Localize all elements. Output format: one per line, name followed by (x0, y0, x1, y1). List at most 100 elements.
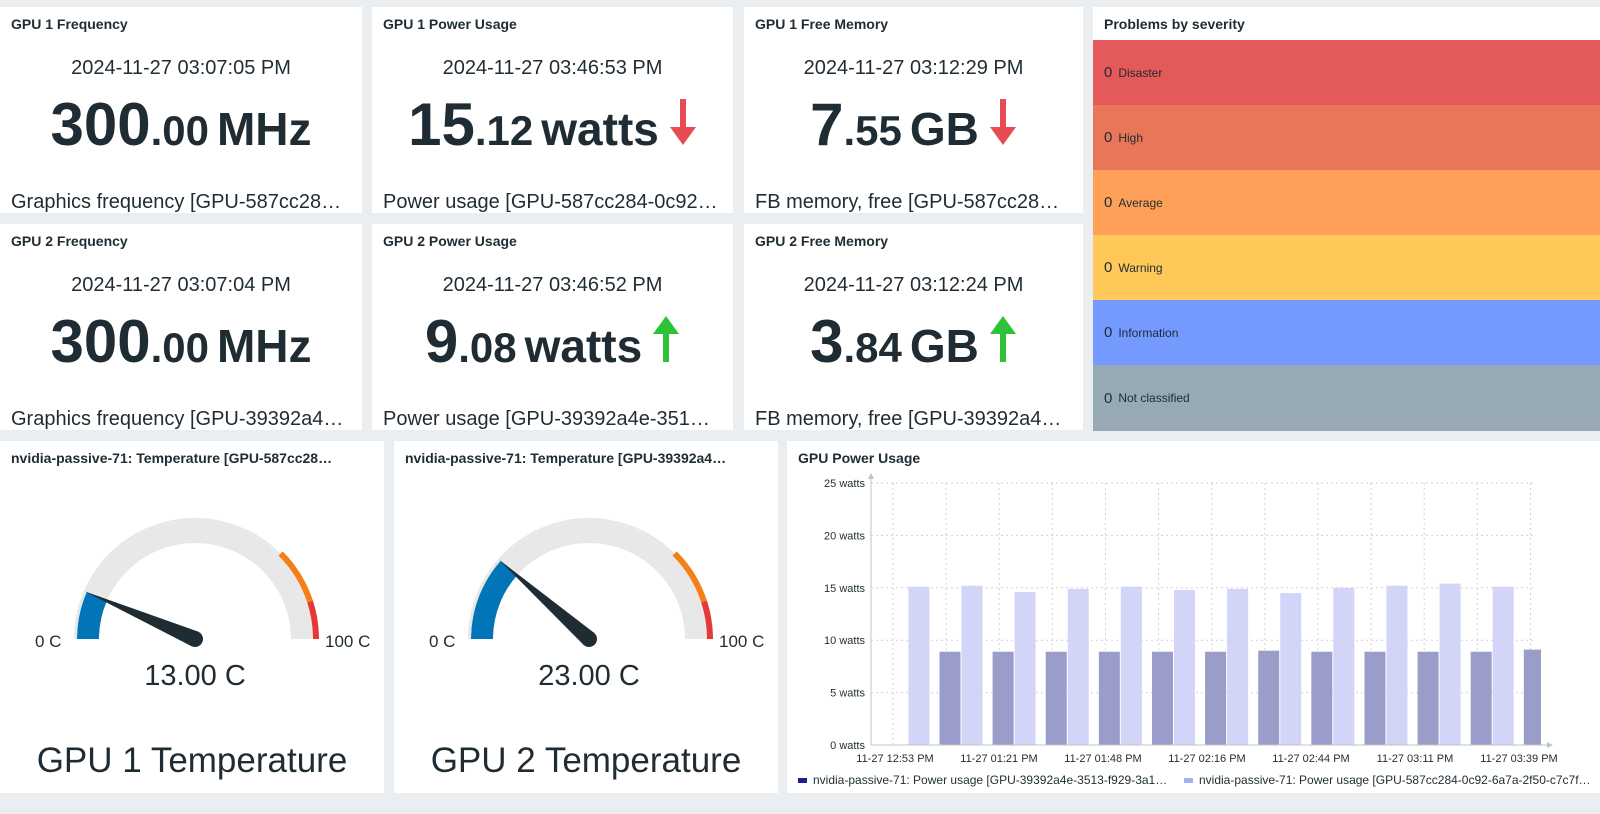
value-decimal: .00 (150, 107, 209, 154)
value-unit: MHz (216, 320, 312, 372)
gauge-critical-threshold (307, 600, 319, 640)
item-description: Graphics frequency [GPU-39392a4e-3513-f9… (11, 408, 348, 430)
gauge-needle (84, 591, 199, 647)
widget-gpu2-temperature-gauge[interactable]: nvidia-passive-71: Temperature [GPU-3939… (394, 441, 778, 793)
severity-label: Disaster (1118, 65, 1163, 80)
widget-gpu1-temperature-gauge[interactable]: nvidia-passive-71: Temperature [GPU-587c… (0, 441, 384, 793)
gauge-max-label: 100 C (719, 632, 764, 651)
widget-gpu-power-usage-graph[interactable]: GPU Power Usage 0 watts 5 watts 10 watts 15… (787, 441, 1600, 793)
y-tick-label: 10 watts (824, 635, 865, 647)
bar-gpu1 (1492, 586, 1514, 745)
gauge-min-label: 0 C (35, 632, 61, 651)
value-timestamp: 2024-11-27 03:46:52 PM (442, 274, 663, 296)
legend-label: nvidia-passive-71: Power usage [GPU-587c… (1199, 773, 1592, 787)
temperature-gauge: 0 C 100 C 23.00 C (429, 518, 764, 692)
widget-title: GPU 1 Power Usage (383, 16, 517, 32)
bar-gpu1 (1386, 585, 1408, 745)
widget-title: Problems by severity (1104, 16, 1245, 32)
gauge-normal-threshold (468, 518, 675, 640)
arrow-down-icon (669, 99, 696, 145)
severity-count[interactable]: 0 (1104, 64, 1113, 81)
widget-title: GPU 2 Power Usage (383, 233, 517, 249)
gauge-warning-threshold (278, 551, 313, 603)
gauge-value-label: 13.00 C (144, 660, 246, 692)
bar-gpu1 (1333, 587, 1355, 745)
severity-row-disaster[interactable]: 0 Disaster (1093, 40, 1600, 105)
legend-swatch (1184, 777, 1193, 783)
value-integer: 300 (50, 91, 151, 158)
item-value: 9.08 watts (372, 312, 733, 372)
item-value: 7.55 GB (744, 95, 1083, 155)
legend-item[interactable]: nvidia-passive-71: Power usage [GPU-3939… (798, 773, 1170, 787)
severity-row-high[interactable]: 0 High (1093, 105, 1600, 170)
legend-item[interactable]: nvidia-passive-71: Power usage [GPU-587c… (1184, 773, 1592, 787)
severity-row-not-classified[interactable]: 0 Not classified (1093, 365, 1600, 431)
widget-gpu1-power-usage[interactable]: GPU 1 Power Usage 2024-11-27 03:46:53 PM… (372, 7, 733, 213)
widget-gpu2-free-memory[interactable]: GPU 2 Free Memory 2024-11-27 03:12:24 PM… (744, 224, 1083, 430)
gauge-value-label: 23.00 C (538, 660, 640, 692)
bar-gpu1 (1067, 588, 1089, 745)
bar-gpu1 (1120, 586, 1142, 745)
x-tick-label: 11-27 01:21 PM (960, 753, 1037, 765)
item-description: Power usage [GPU-587cc284-0c92-6a7a-2f50… (383, 191, 719, 213)
temperature-gauge: 0 C 100 C 13.00 C (35, 518, 370, 692)
item-description: FB memory, free [GPU-39392a4e-3513-f929-… (755, 408, 1069, 430)
bar-gpu2 (1364, 651, 1386, 745)
gauge-min-label: 0 C (429, 632, 455, 651)
gauge-needle-hub (187, 631, 203, 647)
bar-gpu1 (961, 585, 983, 745)
item-description: FB memory, free [GPU-587cc284-0c92-6a7a-… (755, 191, 1069, 213)
value-timestamp: 2024-11-27 03:12:29 PM (803, 57, 1024, 79)
widget-gpu1-frequency[interactable]: GPU 1 Frequency 2024-11-27 03:07:05 PM 3… (0, 7, 362, 213)
widget-problems-by-severity[interactable]: Problems by severity 0 Disaster 0 High 0 Aver… (1093, 7, 1600, 431)
bar-gpu2 (1311, 651, 1333, 745)
widget-title: nvidia-passive-71: Temperature [GPU-587c… (11, 450, 334, 466)
bar-gpu1 (908, 586, 930, 745)
value-decimal: .00 (150, 324, 209, 371)
gauge-needle-hub (581, 631, 597, 647)
bar-gpu1 (1014, 591, 1036, 745)
gauge-warning-threshold (672, 551, 707, 603)
y-tick-label: 25 watts (824, 478, 865, 490)
bar-gpu2 (939, 651, 961, 745)
y-tick-label: 0 watts (830, 740, 865, 752)
x-tick-label: 11-27 12:53 PM (856, 753, 933, 765)
bar-gpu2 (992, 651, 1014, 745)
value-integer: 7 (810, 91, 844, 158)
widget-title: nvidia-passive-71: Temperature [GPU-3939… (405, 450, 728, 466)
widget-title: GPU 1 Free Memory (755, 16, 889, 32)
severity-label: Warning (1118, 260, 1163, 275)
severity-count[interactable]: 0 (1104, 194, 1113, 211)
bar-gpu2 (1258, 650, 1280, 745)
widget-gpu2-power-usage[interactable]: GPU 2 Power Usage 2024-11-27 03:46:52 PM… (372, 224, 733, 430)
bar-gpu1 (1227, 588, 1249, 745)
severity-row-warning[interactable]: 0 Warning (1093, 235, 1600, 300)
value-decimal: .55 (843, 107, 902, 154)
value-decimal: .08 (458, 324, 517, 371)
severity-row-average[interactable]: 0 Average (1093, 170, 1600, 235)
bar-gpu1 (1173, 589, 1195, 745)
severity-count[interactable]: 0 (1104, 324, 1113, 341)
gauge-value-arc (471, 560, 518, 640)
value-timestamp: 2024-11-27 03:07:04 PM (71, 274, 291, 296)
power-usage-chart[interactable]: 0 watts 5 watts 10 watts 15 watts 20 watts 25… (787, 441, 1600, 793)
y-tick-label: 15 watts (824, 583, 865, 595)
severity-count[interactable]: 0 (1104, 389, 1113, 407)
bar-gpu2 (1151, 651, 1173, 745)
value-timestamp: 2024-11-27 03:07:05 PM (71, 57, 291, 79)
widget-gpu1-free-memory[interactable]: GPU 1 Free Memory 2024-11-27 03:12:29 PM… (744, 7, 1083, 213)
widget-gpu2-frequency[interactable]: GPU 2 Frequency 2024-11-27 03:07:04 PM 3… (0, 224, 362, 430)
gauge-track (471, 521, 707, 640)
value-timestamp: 2024-11-27 03:12:24 PM (803, 274, 1024, 296)
severity-count[interactable]: 0 (1104, 259, 1113, 276)
value-decimal: .84 (843, 324, 902, 371)
item-value: 15.12 watts (372, 95, 733, 155)
value-timestamp: 2024-11-27 03:46:53 PM (442, 57, 663, 79)
severity-row-information[interactable]: 0 Information (1093, 300, 1600, 365)
value-unit: watts (524, 320, 643, 372)
item-value: 3.84 GB (744, 312, 1083, 372)
bar-gpu1 (1439, 583, 1461, 745)
severity-label: High (1118, 130, 1144, 145)
gauge-max-label: 100 C (325, 632, 370, 651)
severity-count[interactable]: 0 (1104, 129, 1113, 146)
